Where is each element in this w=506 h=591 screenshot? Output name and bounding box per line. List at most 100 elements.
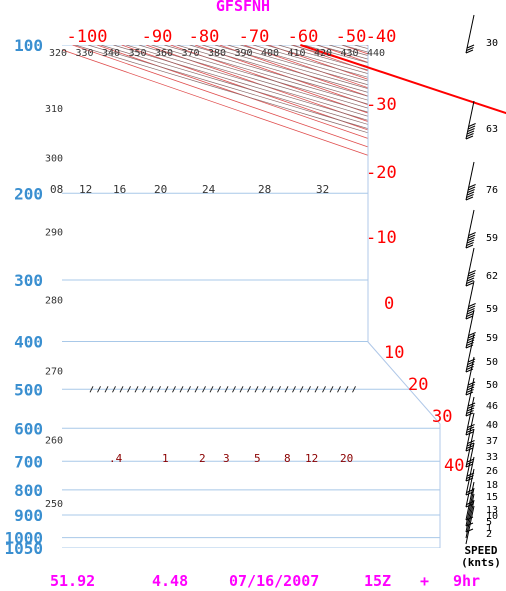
hatch-mark <box>239 386 244 393</box>
hatch-mark <box>119 386 124 393</box>
chart-title: GFSFNH <box>216 0 270 15</box>
diagram-grid <box>62 45 440 548</box>
hatch-mark <box>127 386 131 393</box>
hatch-mark <box>262 386 266 393</box>
isotherm-label-right: -30 <box>366 95 397 115</box>
wind-speed-label: 26 <box>486 466 498 477</box>
mixing-ratio-label-lower: .4 <box>109 452 123 465</box>
hatch-mark <box>112 386 116 393</box>
theta-label-left: 260 <box>45 435 63 446</box>
wind-barb <box>465 100 476 140</box>
footer-value-2: 4.48 <box>152 572 188 590</box>
pressure-label: 900 <box>14 506 43 525</box>
theta-label-top: 400 <box>261 48 279 59</box>
isotherm-label-top: -60 <box>288 27 319 47</box>
hatch-mark <box>89 386 94 393</box>
hatch-mark <box>149 386 154 393</box>
hatch-mark <box>104 386 109 393</box>
isotherm-line <box>96 45 440 548</box>
hatch-mark <box>292 386 296 393</box>
isotherm-label-right: 20 <box>408 375 428 395</box>
wind-speed-label: 50 <box>486 380 498 391</box>
theta-label-left: 280 <box>45 295 63 306</box>
wind-speed-label: 37 <box>486 436 498 447</box>
wind-speed-label: 13 <box>486 505 498 516</box>
hatch-mark <box>157 386 161 393</box>
plot-boundary <box>367 45 441 548</box>
isotherm-line <box>317 45 440 548</box>
dry-adiabat-line <box>341 45 440 548</box>
mixing-ratio-label-upper: 12 <box>79 183 92 196</box>
isotherm-label-top: -90 <box>142 27 173 47</box>
theta-label-top: 380 <box>208 48 226 59</box>
hatch-mark <box>299 386 304 393</box>
pressure-label: 500 <box>14 380 43 399</box>
hatch-mark <box>202 386 206 393</box>
dry-adiabat-line <box>303 45 440 548</box>
wind-speed-label: 40 <box>486 420 498 431</box>
footer-value-1: 51.92 <box>50 572 95 590</box>
wind-barb <box>465 209 476 249</box>
isotherm-label-right: -10 <box>366 228 397 248</box>
wind-speed-label: 50 <box>486 357 498 368</box>
dry-adiabat-line <box>316 45 440 548</box>
hatch-mark <box>164 386 169 393</box>
wind-speed-label: 10 <box>486 511 498 522</box>
mixing-ratio-label-upper: 20 <box>154 183 167 196</box>
mixing-ratio-label-upper: 24 <box>202 183 216 196</box>
dry-adiabat-line <box>291 45 440 548</box>
pressure-label: 300 <box>14 271 43 290</box>
hatch-mark <box>209 386 214 393</box>
isotherm-label-top: -50 <box>336 27 367 47</box>
theta-label-top: 440 <box>367 48 385 59</box>
wind-barb <box>465 356 476 396</box>
isotherm-label-top: -100 <box>67 27 108 47</box>
hatch-mark <box>142 386 146 393</box>
hatch-mark <box>134 386 139 393</box>
hatch-mark <box>352 386 356 393</box>
wind-speed-label: 30 <box>486 38 498 49</box>
pressure-label: 800 <box>14 481 43 500</box>
mixing-ratio-label-lower: 1 <box>162 452 169 465</box>
isotherm-lines <box>62 45 440 548</box>
isotherm-label-right: -20 <box>366 163 397 183</box>
temperature-profile-line <box>300 44 506 115</box>
theta-label-top: 370 <box>182 48 200 59</box>
footer-hour: 15Z <box>364 572 391 590</box>
isotherm-label-top: -40 <box>366 27 397 47</box>
wind-barb <box>465 247 476 287</box>
theta-label-top: 420 <box>314 48 332 59</box>
mixing-ratio-label-upper: 08 <box>50 183 63 196</box>
hatch-mark <box>277 386 281 393</box>
hatch-mark <box>329 386 334 393</box>
wind-speed-label: 63 <box>486 124 498 135</box>
sounding-profiles <box>300 44 506 115</box>
wind-speed-label: 5 <box>486 517 492 528</box>
wind-speed-label: 46 <box>486 401 498 412</box>
wind-speed-label: 1 <box>486 523 492 534</box>
hatch-mark <box>97 386 101 393</box>
pressure-label: 700 <box>14 452 43 471</box>
theta-label-left: 290 <box>45 227 63 238</box>
pressure-label: 400 <box>14 333 43 352</box>
isotherm-line <box>72 45 440 548</box>
hatch-mark <box>217 386 221 393</box>
hatch-mark <box>224 386 229 393</box>
hatch-mark <box>172 386 176 393</box>
wind-speed-label: 33 <box>486 452 498 463</box>
hatch-mark <box>284 386 289 393</box>
theta-label-left: 310 <box>45 104 63 115</box>
isobar-lines <box>62 45 440 548</box>
mixing-ratio-label-lower: 5 <box>254 452 261 465</box>
hatch-mark <box>179 386 184 393</box>
mixing-ratio-label-upper: 32 <box>316 183 329 196</box>
dry-adiabat-line <box>240 45 440 548</box>
theta-label-top: 390 <box>235 48 253 59</box>
theta-label-top: 340 <box>102 48 120 59</box>
isotherm-label-top: -80 <box>189 27 220 47</box>
dry-adiabat-line <box>354 45 440 548</box>
wind-barb <box>465 280 476 320</box>
isotherm-line <box>292 45 440 548</box>
